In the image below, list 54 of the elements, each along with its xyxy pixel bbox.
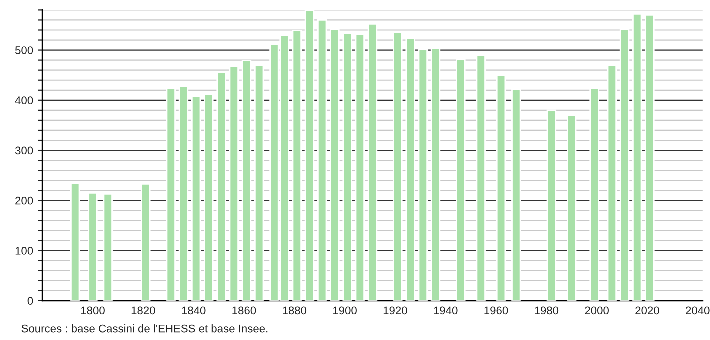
bar: [406, 38, 416, 301]
bar: [204, 94, 214, 301]
bar: [103, 193, 113, 301]
bar: [166, 88, 176, 301]
bar: [430, 48, 441, 301]
bar: [254, 64, 264, 301]
source-note: Sources : base Cassini de l'EHESS et base Insee.: [22, 324, 268, 333]
bar: [342, 33, 352, 301]
x-tick-label: 1940: [434, 306, 458, 315]
bar: [355, 34, 365, 301]
bar: [607, 64, 618, 301]
bar: [229, 66, 239, 301]
x-tick-label: 1880: [283, 306, 307, 315]
bar: [191, 96, 202, 301]
x-tick-label: 1920: [384, 306, 408, 315]
bar: [632, 14, 642, 301]
bar: [590, 88, 600, 301]
x-tick-label: 1980: [535, 306, 559, 315]
bar: [178, 86, 189, 301]
bar: [368, 24, 378, 301]
x-tick-label: 2000: [585, 306, 609, 315]
bar: [496, 74, 506, 301]
bar: [546, 110, 557, 301]
x-tick-label: 2040: [686, 306, 710, 315]
bar: [330, 28, 340, 301]
bar: [418, 49, 428, 301]
bar: [456, 58, 466, 301]
x-tick-label: 2020: [636, 306, 660, 315]
y-tick-label: 200: [16, 196, 34, 205]
y-tick-label: 300: [15, 146, 34, 155]
bar: [317, 20, 328, 301]
x-tick-label: 1960: [484, 306, 508, 315]
bar: [393, 32, 403, 301]
bar: [566, 114, 577, 301]
bar: [242, 60, 252, 301]
x-tick-label: 1820: [132, 306, 156, 315]
y-tick-label: 100: [16, 247, 34, 255]
y-tick-label: 500: [15, 46, 34, 54]
bar: [292, 30, 302, 301]
bar: [141, 183, 151, 301]
x-tick-label: 1800: [81, 306, 105, 315]
x-tick-label: 1900: [334, 306, 357, 315]
x-tick-label: 1840: [182, 306, 206, 315]
bar: [70, 182, 80, 301]
bar: [88, 192, 98, 301]
bar: [645, 14, 655, 301]
bar: [620, 28, 630, 301]
bar: [304, 10, 315, 301]
bar: [216, 72, 226, 301]
bar: [512, 88, 522, 301]
x-tick-label: 1860: [232, 306, 256, 315]
bar: [476, 55, 486, 301]
y-tick-label: 400: [15, 96, 34, 105]
y-tick-label: 0: [28, 297, 34, 306]
